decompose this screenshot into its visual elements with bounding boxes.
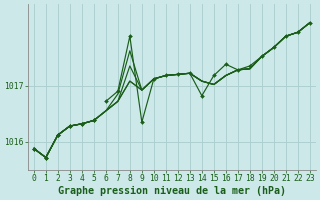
X-axis label: Graphe pression niveau de la mer (hPa): Graphe pression niveau de la mer (hPa) [58,186,286,196]
